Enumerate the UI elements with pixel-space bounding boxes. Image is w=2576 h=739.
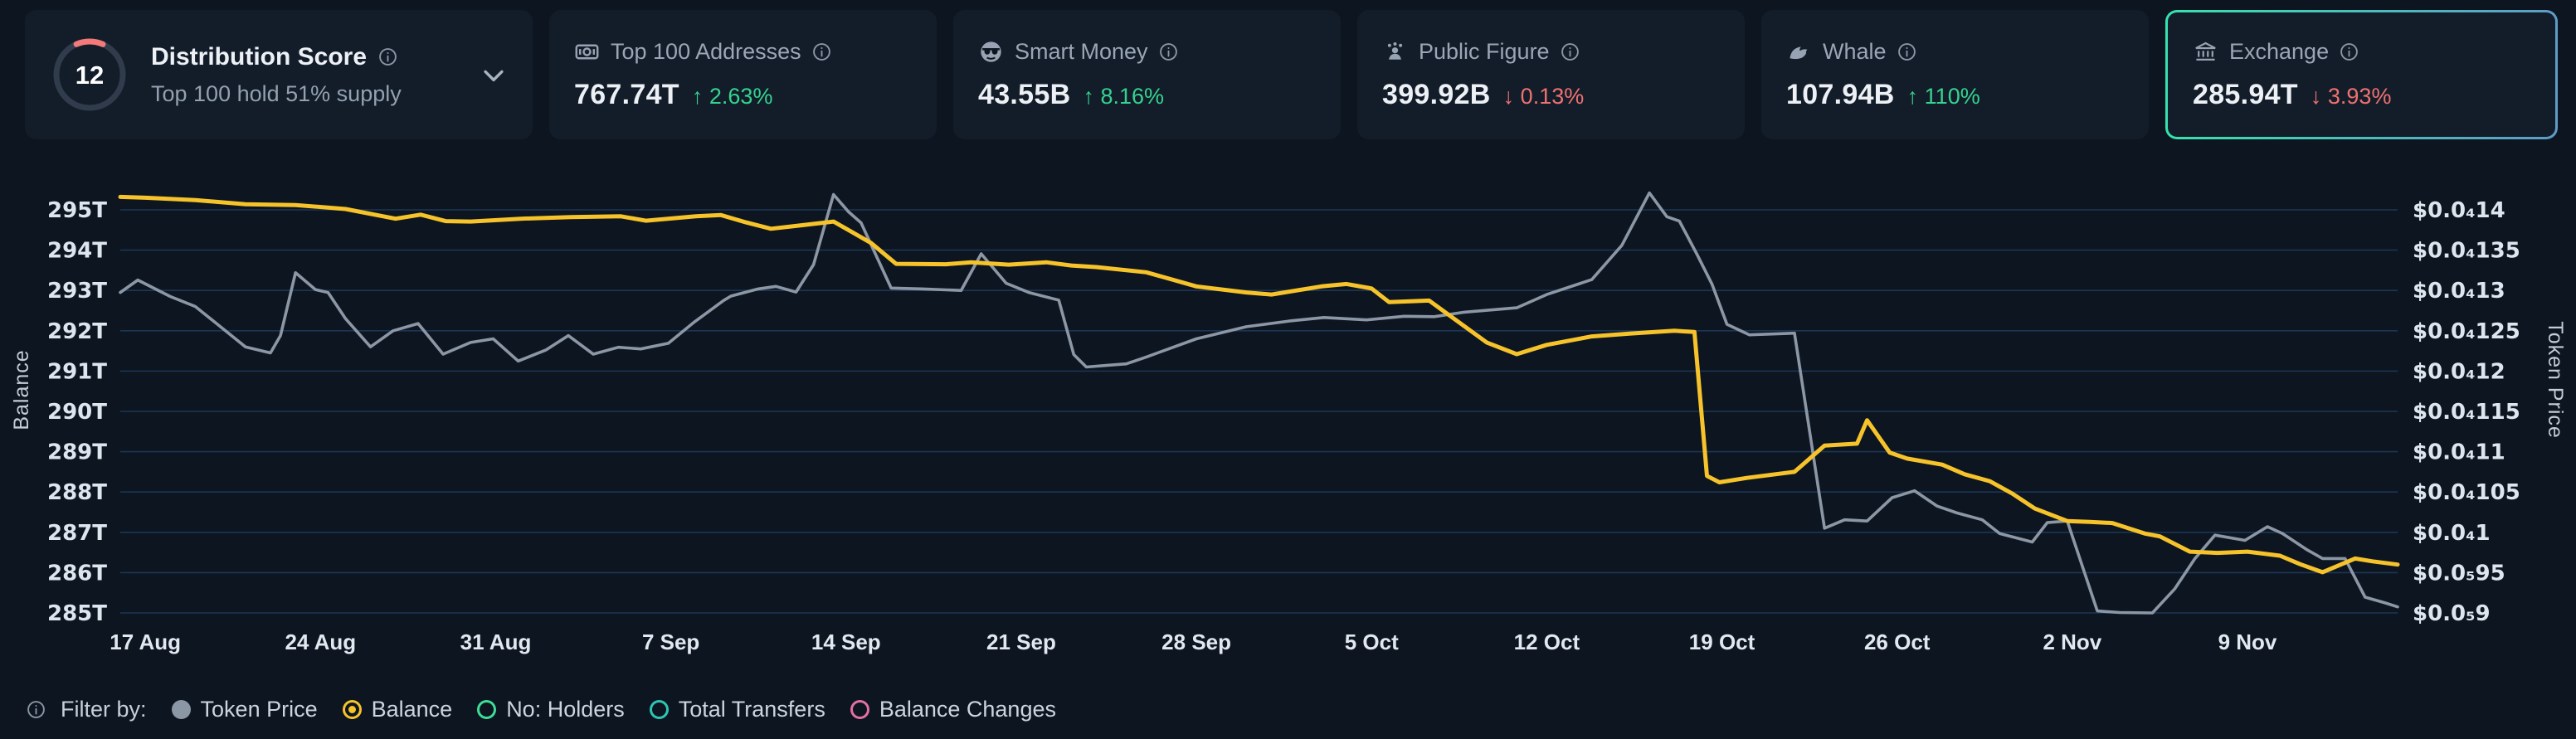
distribution-score-value: 12 <box>75 61 104 90</box>
filter-item-balance-changes[interactable]: Balance Changes <box>850 697 1056 722</box>
total-transfers-marker-icon <box>649 699 669 719</box>
x-axis-tick: 12 Oct <box>1514 630 1580 654</box>
stat-card-smart-money[interactable]: Smart Money 43.55B ↑ 8.16% <box>953 10 1341 139</box>
arrow-down-icon: ↓ <box>2310 83 2328 109</box>
whale-icon <box>1786 39 1812 65</box>
filter-bar: Filter by: Token Price Balance No: Holders… <box>27 691 1056 727</box>
info-icon[interactable] <box>2340 42 2359 61</box>
stat-change: ↓ 3.93% <box>2310 83 2392 109</box>
left-axis-tick: 287T <box>47 521 107 546</box>
left-axis-tick: 285T <box>47 601 107 626</box>
stat-change: ↑ 2.63% <box>691 83 773 109</box>
card-title: Distribution Score <box>151 42 368 70</box>
info-icon[interactable] <box>812 42 831 61</box>
no-holders-marker-icon <box>477 699 497 719</box>
card-subtitle: Top 100 hold 51% supply <box>151 80 402 106</box>
gridlines <box>120 209 2398 614</box>
right-axis-tick: $0.0₄1 <box>2413 521 2491 546</box>
stat-label: Smart Money <box>1015 38 1148 64</box>
left-axis-tick: 288T <box>47 480 107 505</box>
chevron-down-icon[interactable] <box>480 61 508 89</box>
stat-value: 285.94T <box>2193 78 2298 110</box>
x-axis-tick: 17 Aug <box>110 630 181 654</box>
filter-item-total-transfers[interactable]: Total Transfers <box>649 697 825 722</box>
arrow-down-icon: ↓ <box>1502 83 1521 109</box>
stat-label: Public Figure <box>1419 38 1550 64</box>
left-axis-tick: 286T <box>47 561 107 586</box>
stat-card-whale[interactable]: Whale 107.94B ↑ 110% <box>1761 10 2149 139</box>
stat-change: ↓ 0.13% <box>1502 83 1585 109</box>
arrow-up-icon: ↑ <box>1083 83 1101 109</box>
left-axis-tick: 293T <box>47 279 107 304</box>
left-axis-tick: 294T <box>47 239 107 264</box>
x-axis-tick: 14 Sep <box>811 630 881 654</box>
info-icon[interactable] <box>1159 42 1178 61</box>
stat-value: 399.92B <box>1382 78 1491 110</box>
right-axis-tick: $0.0₄105 <box>2413 480 2520 505</box>
right-axis-tick: $0.0₄13 <box>2413 279 2505 304</box>
balance-line <box>118 194 2400 575</box>
x-axis-tick: 24 Aug <box>285 630 356 654</box>
info-icon[interactable] <box>27 700 46 719</box>
token-price-line <box>119 191 2399 615</box>
right-axis-tick: $0.0₄11 <box>2413 440 2505 465</box>
token-price-marker-icon <box>171 699 191 719</box>
info-icon[interactable] <box>1897 42 1916 61</box>
balance-changes-marker-icon <box>850 699 869 719</box>
stat-change: ↑ 8.16% <box>1083 83 1165 109</box>
x-axis-tick: 28 Sep <box>1161 630 1231 654</box>
arrow-up-icon: ↑ <box>691 83 709 109</box>
left-axis-title: Balance <box>10 349 33 430</box>
right-axis-tick: $0.0₄135 <box>2413 239 2520 264</box>
x-axis-tick: 19 Oct <box>1689 630 1755 654</box>
left-axis-tick: 290T <box>47 400 107 425</box>
smart-money-icon <box>978 39 1004 65</box>
filter-by-label: Filter by: <box>61 696 147 722</box>
stat-label: Whale <box>1823 38 1887 64</box>
x-axis-tick: 9 Nov <box>2218 630 2277 654</box>
x-axis-tick: 2 Nov <box>2043 630 2101 654</box>
distribution-score-gauge: 12 <box>53 38 126 111</box>
stat-card-exchange[interactable]: Exchange 285.94T ↓ 3.93% <box>2165 10 2558 139</box>
right-axis-tick: $0.0₄125 <box>2413 319 2520 344</box>
left-axis-tick: 292T <box>47 319 107 344</box>
public-figure-icon <box>1382 39 1408 65</box>
right-axis-title: Token Price <box>2544 321 2567 439</box>
filter-item-token-price[interactable]: Token Price <box>171 697 318 722</box>
balance-marker-icon <box>342 699 362 719</box>
info-icon[interactable] <box>1561 42 1580 61</box>
stat-cards-row: 12 Distribution Score Top 100 hold 51% s… <box>25 10 2558 139</box>
x-axis-tick: 7 Sep <box>642 630 699 654</box>
banknote-icon <box>574 39 600 65</box>
right-axis-tick: $0.0₅9 <box>2413 601 2491 626</box>
stat-label: Exchange <box>2229 38 2330 64</box>
x-axis-tick: 31 Aug <box>460 630 532 654</box>
right-axis-tick: $0.0₄115 <box>2413 400 2520 425</box>
stat-label: Top 100 Addresses <box>611 38 801 64</box>
filter-item-no-holders[interactable]: No: Holders <box>477 697 625 722</box>
right-axis-tick: $0.0₄14 <box>2413 198 2505 223</box>
distribution-score-card[interactable]: 12 Distribution Score Top 100 hold 51% s… <box>25 10 533 139</box>
arrow-up-icon: ↑ <box>1906 83 1925 109</box>
stat-card-public-figure[interactable]: Public Figure 399.92B ↓ 0.13% <box>1357 10 1745 139</box>
right-axis-tick: $0.0₅95 <box>2413 561 2505 586</box>
x-axis-tick: 26 Oct <box>1864 630 1931 654</box>
stat-value: 107.94B <box>1786 78 1895 110</box>
stat-card-top-100-addresses[interactable]: Top 100 Addresses 767.74T ↑ 2.63% <box>549 10 937 139</box>
stat-value: 767.74T <box>574 78 679 110</box>
x-axis-tick: 21 Sep <box>986 630 1056 654</box>
filter-item-balance[interactable]: Balance <box>342 697 452 722</box>
stat-value: 43.55B <box>978 78 1071 110</box>
info-icon[interactable] <box>378 47 397 66</box>
exchange-icon <box>2193 39 2218 65</box>
right-axis-tick: $0.0₄12 <box>2413 359 2505 384</box>
left-axis-tick: 295T <box>47 198 107 223</box>
stat-change: ↑ 110% <box>1906 83 1980 109</box>
left-axis-tick: 291T <box>47 359 107 384</box>
x-axis-tick: 5 Oct <box>1345 630 1399 654</box>
left-axis-tick: 289T <box>47 440 107 465</box>
